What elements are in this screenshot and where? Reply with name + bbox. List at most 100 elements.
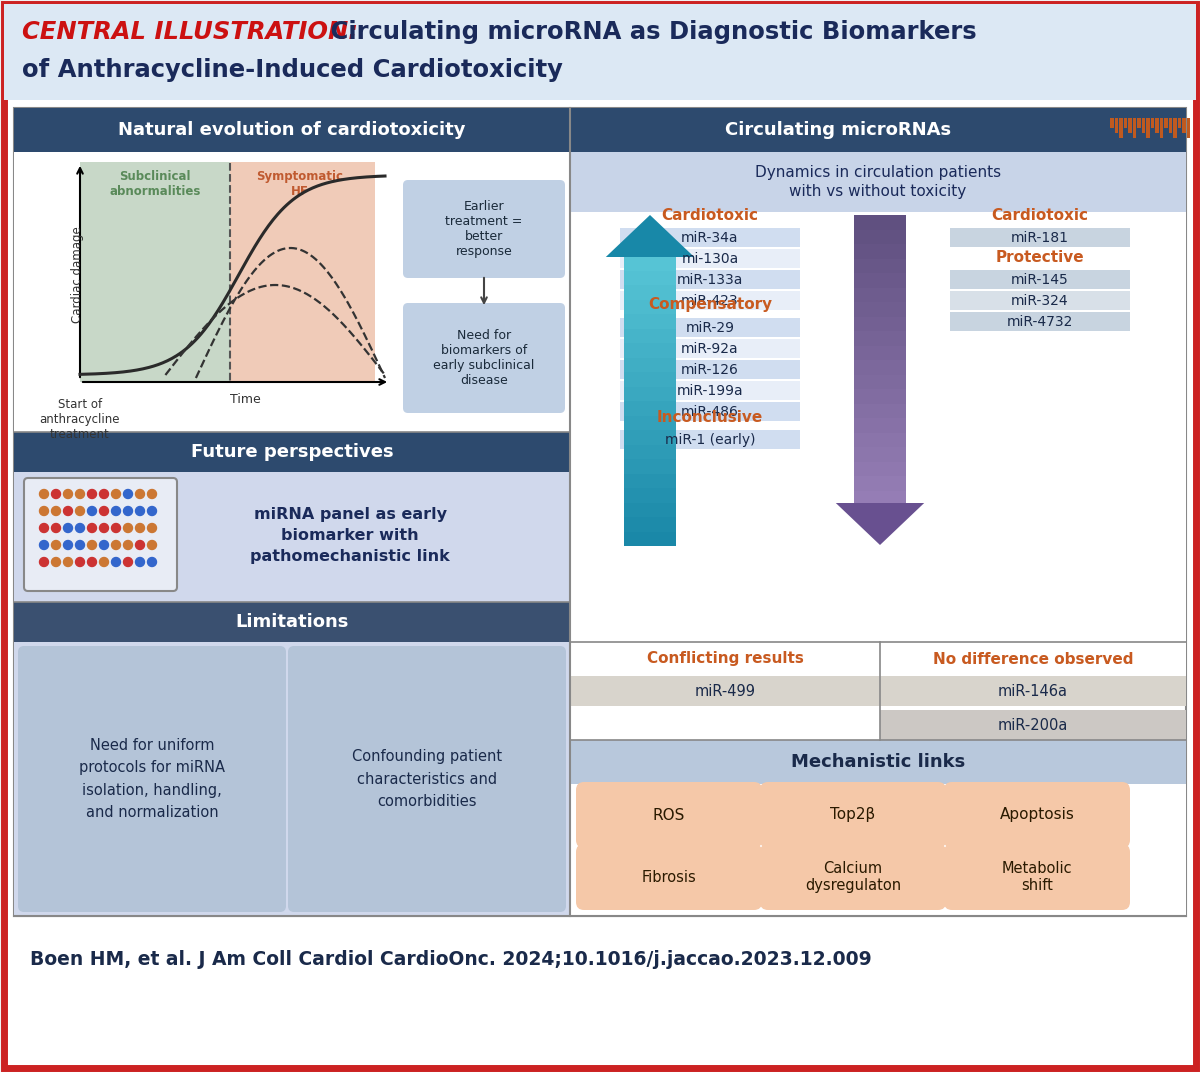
FancyBboxPatch shape (854, 389, 906, 404)
Text: miR-324: miR-324 (1012, 294, 1069, 308)
Text: Time: Time (229, 393, 260, 406)
FancyBboxPatch shape (854, 476, 906, 491)
FancyBboxPatch shape (880, 642, 1186, 676)
FancyBboxPatch shape (1141, 118, 1145, 133)
Text: ROS: ROS (653, 807, 685, 822)
FancyBboxPatch shape (14, 602, 570, 642)
Circle shape (40, 523, 48, 533)
Text: Fibrosis: Fibrosis (642, 869, 696, 884)
FancyBboxPatch shape (624, 357, 676, 372)
FancyBboxPatch shape (944, 781, 1130, 848)
Circle shape (88, 523, 96, 533)
FancyBboxPatch shape (620, 360, 800, 379)
Circle shape (52, 523, 60, 533)
Text: Circulating microRNAs: Circulating microRNAs (725, 121, 952, 139)
Text: Compensatory: Compensatory (648, 298, 772, 313)
Text: miR-92a: miR-92a (682, 342, 739, 356)
Text: Dynamics in circulation patients
with vs without toxicity: Dynamics in circulation patients with vs… (755, 165, 1001, 199)
Circle shape (52, 506, 60, 516)
FancyBboxPatch shape (624, 473, 676, 488)
FancyBboxPatch shape (854, 418, 906, 433)
FancyBboxPatch shape (1146, 118, 1150, 138)
Circle shape (112, 557, 120, 566)
Text: Confounding patient
characteristics and
comorbidities: Confounding patient characteristics and … (352, 749, 502, 808)
FancyBboxPatch shape (854, 215, 906, 230)
FancyBboxPatch shape (624, 458, 676, 474)
FancyBboxPatch shape (854, 331, 906, 346)
FancyBboxPatch shape (80, 162, 230, 382)
FancyBboxPatch shape (624, 487, 676, 503)
FancyBboxPatch shape (24, 478, 178, 591)
Text: Need for uniform
protocols for miRNA
isolation, handling,
and normalization: Need for uniform protocols for miRNA iso… (79, 739, 226, 820)
Circle shape (88, 506, 96, 516)
FancyBboxPatch shape (950, 270, 1130, 289)
Text: Start of
anthracycline
treatment: Start of anthracycline treatment (40, 398, 120, 441)
Text: Calcium
dysregulaton: Calcium dysregulaton (805, 861, 901, 893)
Circle shape (76, 506, 84, 516)
FancyBboxPatch shape (854, 403, 906, 419)
Text: Future perspectives: Future perspectives (191, 443, 394, 461)
FancyBboxPatch shape (570, 212, 1186, 642)
Text: miR-133a: miR-133a (677, 273, 743, 287)
FancyBboxPatch shape (854, 287, 906, 303)
FancyBboxPatch shape (854, 374, 906, 390)
FancyBboxPatch shape (570, 152, 1186, 212)
Text: miR-29: miR-29 (685, 321, 734, 334)
Circle shape (88, 557, 96, 566)
FancyBboxPatch shape (570, 740, 1186, 784)
Circle shape (64, 557, 72, 566)
Circle shape (64, 540, 72, 550)
FancyBboxPatch shape (624, 400, 676, 416)
Text: Cardiotoxic: Cardiotoxic (661, 208, 758, 223)
FancyBboxPatch shape (620, 402, 800, 421)
Text: miR-181: miR-181 (1010, 230, 1069, 245)
FancyBboxPatch shape (624, 269, 676, 285)
FancyBboxPatch shape (14, 472, 570, 602)
Circle shape (88, 490, 96, 498)
Circle shape (100, 490, 108, 498)
Text: Symptomatic
HF: Symptomatic HF (257, 170, 343, 198)
Text: Metabolic
shift: Metabolic shift (1002, 861, 1073, 893)
Circle shape (136, 557, 144, 566)
FancyBboxPatch shape (1159, 118, 1163, 138)
FancyBboxPatch shape (570, 784, 1186, 915)
Circle shape (136, 540, 144, 550)
FancyBboxPatch shape (1115, 118, 1118, 133)
Circle shape (136, 490, 144, 498)
FancyBboxPatch shape (14, 432, 570, 472)
Circle shape (136, 506, 144, 516)
Circle shape (124, 557, 132, 566)
Text: Mechanistic links: Mechanistic links (791, 753, 965, 771)
Text: Limitations: Limitations (235, 613, 349, 631)
Text: of Anthracycline-Induced Cardiotoxicity: of Anthracycline-Induced Cardiotoxicity (22, 58, 563, 81)
Circle shape (64, 490, 72, 498)
Text: miR-199a: miR-199a (677, 384, 743, 398)
Text: Circulating microRNA as Diagnostic Biomarkers: Circulating microRNA as Diagnostic Bioma… (322, 20, 977, 44)
FancyBboxPatch shape (620, 291, 800, 310)
FancyBboxPatch shape (620, 249, 800, 268)
Circle shape (52, 557, 60, 566)
FancyBboxPatch shape (760, 781, 946, 848)
Circle shape (148, 523, 156, 533)
FancyBboxPatch shape (1154, 118, 1158, 133)
Text: Cardiac damage: Cardiac damage (71, 226, 84, 324)
Text: miR-126: miR-126 (682, 363, 739, 377)
Text: miR-499: miR-499 (695, 684, 756, 699)
Circle shape (64, 506, 72, 516)
FancyBboxPatch shape (570, 108, 1186, 152)
Circle shape (40, 490, 48, 498)
FancyBboxPatch shape (1110, 118, 1114, 128)
Circle shape (76, 523, 84, 533)
FancyBboxPatch shape (854, 316, 906, 332)
Circle shape (76, 490, 84, 498)
FancyBboxPatch shape (624, 371, 676, 387)
FancyBboxPatch shape (620, 318, 800, 337)
Circle shape (124, 540, 132, 550)
Circle shape (112, 506, 120, 516)
Text: miR-146a: miR-146a (998, 684, 1068, 699)
Text: Conflicting results: Conflicting results (647, 652, 804, 667)
FancyBboxPatch shape (14, 152, 570, 432)
Text: miR-4732: miR-4732 (1007, 315, 1073, 329)
Circle shape (52, 540, 60, 550)
FancyBboxPatch shape (1128, 118, 1132, 133)
